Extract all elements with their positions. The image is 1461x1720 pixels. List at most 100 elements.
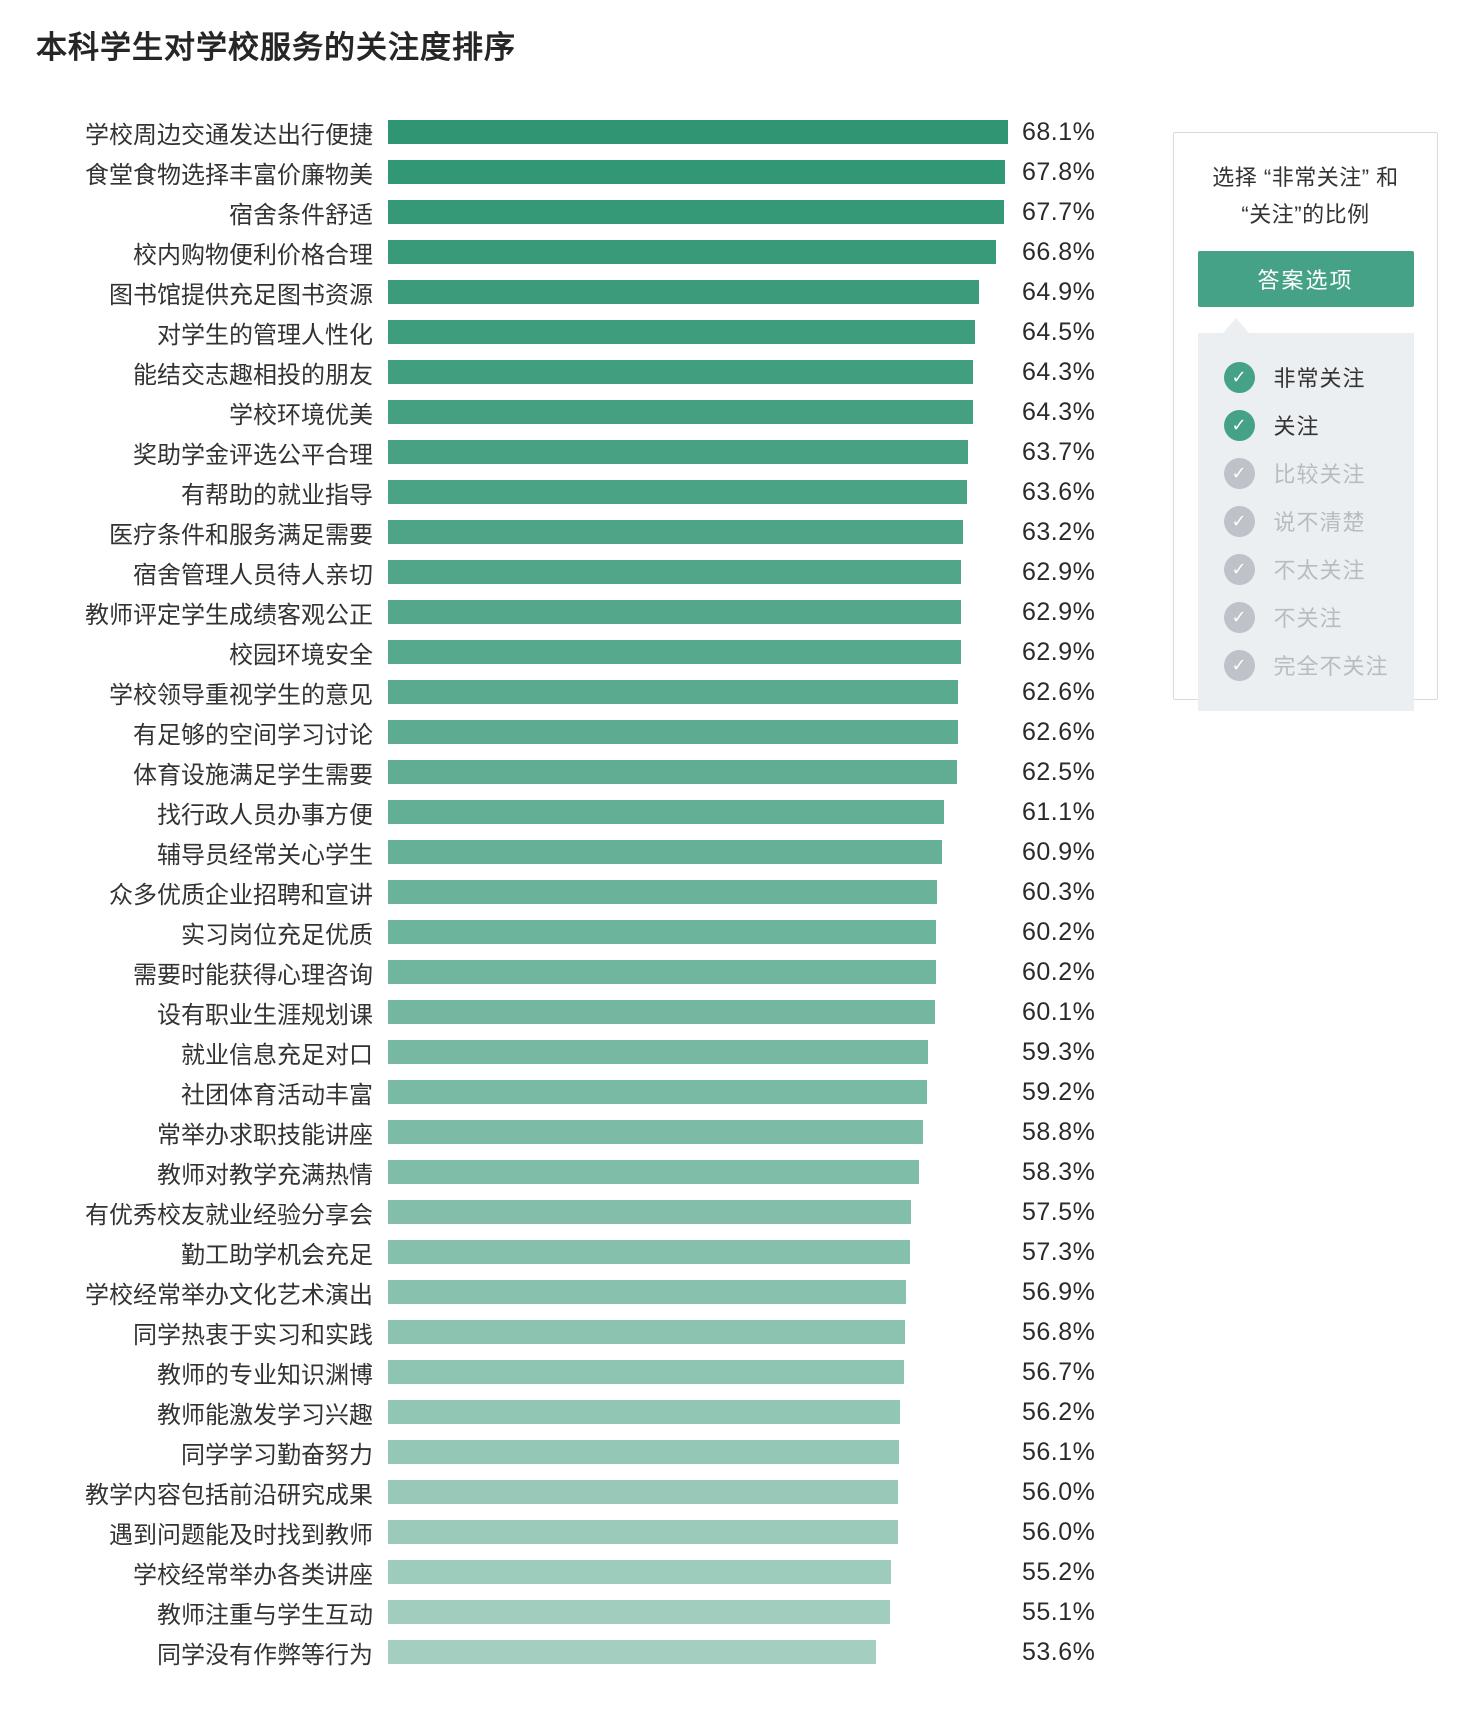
bar-row: 有优秀校友就业经验分享会 57.5% bbox=[36, 1192, 1136, 1232]
legend-option[interactable]: ✓ 非常关注 bbox=[1198, 353, 1414, 401]
bar-label: 找行政人员办事方便 bbox=[157, 801, 373, 829]
bar-label: 有足够的空间学习讨论 bbox=[133, 721, 373, 749]
bar-track bbox=[388, 1520, 1008, 1544]
bar-row: 图书馆提供充足图书资源 64.9% bbox=[36, 272, 1136, 312]
bar-label: 同学没有作弊等行为 bbox=[157, 1641, 373, 1669]
bar-label: 能结交志趣相投的朋友 bbox=[133, 361, 373, 389]
bar-label: 体育设施满足学生需要 bbox=[133, 761, 373, 789]
bar bbox=[388, 200, 1005, 224]
bar-value: 67.7% bbox=[1022, 197, 1096, 226]
bar-label: 教师评定学生成绩客观公正 bbox=[85, 601, 373, 629]
bar-track bbox=[388, 760, 1008, 784]
bar-label: 图书馆提供充足图书资源 bbox=[109, 281, 373, 309]
bar bbox=[388, 680, 958, 704]
bar-track bbox=[388, 720, 1008, 744]
bar-value: 60.3% bbox=[1022, 877, 1096, 906]
bar-row: 食堂食物选择丰富价廉物美 67.8% bbox=[36, 152, 1136, 192]
bar-row: 有帮助的就业指导 63.6% bbox=[36, 472, 1136, 512]
answer-options-button[interactable]: 答案选项 bbox=[1197, 251, 1414, 307]
bar-value: 61.1% bbox=[1022, 797, 1096, 826]
bar-label: 设有职业生涯规划课 bbox=[157, 1001, 373, 1029]
legend-option[interactable]: ✓ 说不清楚 bbox=[1198, 497, 1414, 545]
bar-row: 学校周边交通发达出行便捷 68.1% bbox=[36, 112, 1136, 152]
bar-track bbox=[388, 1000, 1008, 1024]
bar-label: 学校环境优美 bbox=[229, 401, 373, 429]
bar-label: 同学学习勤奋努力 bbox=[181, 1441, 373, 1469]
bar-row: 校园环境安全 62.9% bbox=[36, 632, 1136, 672]
bar-track bbox=[388, 160, 1008, 184]
option-label: 不太关注 bbox=[1273, 558, 1366, 583]
bar bbox=[388, 560, 961, 584]
legend-title: 选择 “非常关注” 和 “关注”的比例 bbox=[1174, 159, 1437, 233]
bar-value: 59.2% bbox=[1022, 1077, 1096, 1106]
bar-row: 同学学习勤奋努力 56.1% bbox=[36, 1432, 1136, 1472]
bar-row: 能结交志趣相投的朋友 64.3% bbox=[36, 352, 1136, 392]
bar-track bbox=[388, 1480, 1008, 1504]
bar-value: 63.6% bbox=[1022, 477, 1096, 506]
bar-row: 体育设施满足学生需要 62.5% bbox=[36, 752, 1136, 792]
bar-track bbox=[388, 1640, 1008, 1664]
bar-label: 宿舍条件舒适 bbox=[229, 201, 373, 229]
bar bbox=[388, 880, 937, 904]
bar bbox=[388, 1560, 891, 1584]
bar-label: 众多优质企业招聘和宣讲 bbox=[109, 881, 373, 909]
bar-track bbox=[388, 360, 1008, 384]
bar bbox=[388, 720, 958, 744]
bar-row: 宿舍管理人员待人亲切 62.9% bbox=[36, 552, 1136, 592]
bar-track bbox=[388, 320, 1008, 344]
bar-row: 找行政人员办事方便 61.1% bbox=[36, 792, 1136, 832]
bar bbox=[388, 1480, 898, 1504]
legend-option[interactable]: ✓ 完全不关注 bbox=[1198, 641, 1414, 689]
legend-title-line1: 选择 “非常关注” 和 bbox=[1212, 165, 1399, 190]
bar-row: 对学生的管理人性化 64.5% bbox=[36, 312, 1136, 352]
check-icon-unselected: ✓ bbox=[1223, 505, 1255, 537]
bar bbox=[388, 600, 961, 624]
bar bbox=[388, 1000, 936, 1024]
legend-option[interactable]: ✓ 关注 bbox=[1198, 401, 1414, 449]
bar-row: 辅导员经常关心学生 60.9% bbox=[36, 832, 1136, 872]
bar-row: 学校经常举办文化艺术演出 56.9% bbox=[36, 1272, 1136, 1312]
bar bbox=[388, 1360, 905, 1384]
bar-label: 对学生的管理人性化 bbox=[157, 321, 373, 349]
bar-track bbox=[388, 960, 1008, 984]
bar-track bbox=[388, 1440, 1008, 1464]
bar-label: 同学热衷于实习和实践 bbox=[133, 1321, 373, 1349]
bar-value: 60.9% bbox=[1022, 837, 1096, 866]
page-title: 本科学生对学校服务的关注度排序 bbox=[36, 30, 516, 65]
bar-label: 校园环境安全 bbox=[229, 641, 373, 669]
bar-label: 教师能激发学习兴趣 bbox=[157, 1401, 373, 1429]
bar-label: 辅导员经常关心学生 bbox=[157, 841, 373, 869]
legend-option[interactable]: ✓ 不关注 bbox=[1198, 593, 1414, 641]
bar bbox=[388, 1080, 927, 1104]
option-label: 非常关注 bbox=[1273, 366, 1366, 391]
bar-value: 56.0% bbox=[1022, 1517, 1096, 1546]
bar bbox=[388, 640, 961, 664]
legend-option[interactable]: ✓ 比较关注 bbox=[1198, 449, 1414, 497]
bar bbox=[388, 1320, 906, 1344]
legend-options-list: ✓ 非常关注 ✓ 关注 ✓ 比较关注 ✓ 说不清楚 ✓ 不太关注 ✓ 不关注 ✓ 完全不关注 bbox=[1197, 333, 1414, 711]
bar-track bbox=[388, 840, 1008, 864]
bar-value: 68.1% bbox=[1022, 117, 1096, 146]
bar-value: 64.3% bbox=[1022, 357, 1096, 386]
bar-chart: 学校周边交通发达出行便捷 68.1% 食堂食物选择丰富价廉物美 67.8% 宿舍条件舒适… bbox=[36, 112, 1136, 1672]
bar-value: 56.7% bbox=[1022, 1357, 1096, 1386]
bar-label: 有优秀校友就业经验分享会 bbox=[85, 1201, 373, 1229]
bar-label: 社团体育活动丰富 bbox=[181, 1081, 373, 1109]
bar bbox=[388, 1600, 890, 1624]
check-icon-unselected: ✓ bbox=[1223, 601, 1255, 633]
bar-track bbox=[388, 1560, 1008, 1584]
bar-label: 实习岗位充足优质 bbox=[181, 921, 373, 949]
bar-track bbox=[388, 920, 1008, 944]
check-icon-unselected: ✓ bbox=[1223, 649, 1255, 681]
bar-value: 55.1% bbox=[1022, 1597, 1096, 1626]
bar-track bbox=[388, 560, 1008, 584]
bar-row: 学校经常举办各类讲座 55.2% bbox=[36, 1552, 1136, 1592]
option-label: 关注 bbox=[1273, 414, 1320, 439]
legend-option[interactable]: ✓ 不太关注 bbox=[1198, 545, 1414, 593]
bar bbox=[388, 1240, 910, 1264]
bar bbox=[388, 800, 945, 824]
bar bbox=[388, 120, 1008, 144]
bar-row: 社团体育活动丰富 59.2% bbox=[36, 1072, 1136, 1112]
bar-value: 56.9% bbox=[1022, 1277, 1096, 1306]
